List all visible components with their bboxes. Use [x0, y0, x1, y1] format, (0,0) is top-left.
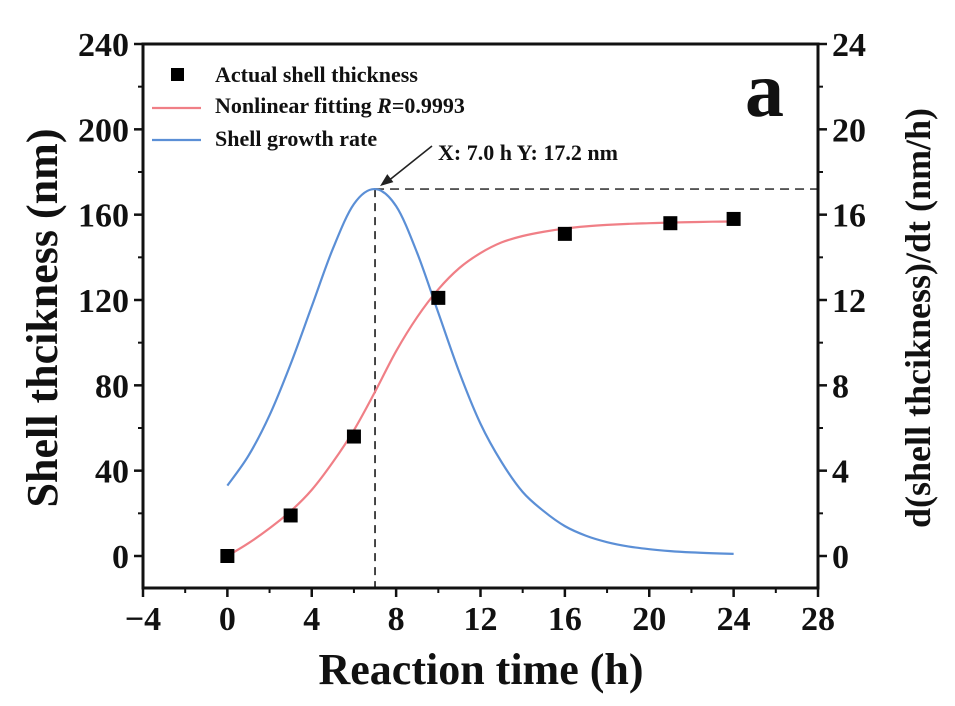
y-right-tick-label: 0	[832, 539, 849, 576]
y-left-tick-label: 200	[78, 112, 129, 149]
legend-label-fit-suffix: =0.9993	[392, 93, 465, 118]
y-left-tick-label: 240	[78, 27, 129, 64]
x-tick-label: 8	[388, 601, 405, 638]
y-left-tick-label: 0	[112, 539, 129, 576]
y-axis-left-title: Shell thcikness (nm)	[18, 129, 67, 508]
annotation-text: X: 7.0 h Y: 17.2 nm	[438, 140, 618, 165]
x-tick-label: 28	[801, 601, 835, 638]
x-tick-label: 16	[548, 601, 582, 638]
annotation-arrowhead	[380, 174, 394, 187]
series-layer	[220, 187, 741, 563]
x-axis-title: Reaction time (h)	[318, 645, 643, 694]
guide-lines	[374, 188, 818, 588]
legend-label-fit-prefix: Nonlinear fitting	[215, 93, 377, 118]
y-axis-right-title: d(shell thcikness)/dt (nm/h)	[898, 108, 938, 528]
legend-label-rate: Shell growth rate	[215, 126, 377, 151]
y-left-tick-label: 40	[95, 454, 129, 491]
x-tick-label: −4	[125, 601, 161, 638]
data-point-actual-shell-thickness	[346, 429, 361, 444]
y-left-tick-label: 120	[78, 283, 129, 320]
x-tick-label: 20	[632, 601, 666, 638]
y-right-tick-label: 20	[832, 112, 866, 149]
legend-marker-actual	[171, 68, 184, 81]
data-point-actual-shell-thickness	[557, 226, 572, 241]
legend-label-actual: Actual shell thickness	[215, 62, 418, 87]
y-right-tick-label: 12	[832, 283, 866, 320]
legend-label-fit: Nonlinear fitting R=0.9993	[215, 93, 465, 118]
legend-label-fit-italic: R	[376, 93, 392, 118]
data-point-actual-shell-thickness	[726, 211, 741, 226]
annotation-arrow	[387, 145, 433, 182]
x-tick-label: 24	[717, 601, 751, 638]
x-tick-label: 12	[464, 601, 498, 638]
x-tick-label: 0	[219, 601, 236, 638]
data-point-actual-shell-thickness	[431, 290, 446, 305]
y-left-tick-label: 80	[95, 368, 129, 405]
x-tick-label: 4	[303, 601, 320, 638]
panel-label: a	[745, 46, 784, 133]
y-right-tick-label: 16	[832, 198, 866, 235]
y-left-tick-label: 160	[78, 198, 129, 235]
data-point-actual-shell-thickness	[220, 549, 235, 563]
series-line-shell-growth-rate	[226, 187, 734, 555]
y-right-tick-label: 24	[832, 27, 866, 64]
data-point-actual-shell-thickness	[283, 508, 298, 523]
y-right-tick-label: 4	[832, 454, 849, 491]
data-point-actual-shell-thickness	[663, 216, 678, 231]
series-line-nonlinear-fitting	[226, 220, 734, 557]
legend: Actual shell thickness Nonlinear fitting…	[152, 62, 465, 151]
peak-annotation: X: 7.0 h Y: 17.2 nm	[380, 140, 618, 187]
y-right-tick-label: 8	[832, 368, 849, 405]
axis-ticks: −4 0 4 8 12 16 20 24 28 0 40 80 120 160 200 240 0 4 8 12 16 2…	[78, 27, 866, 638]
